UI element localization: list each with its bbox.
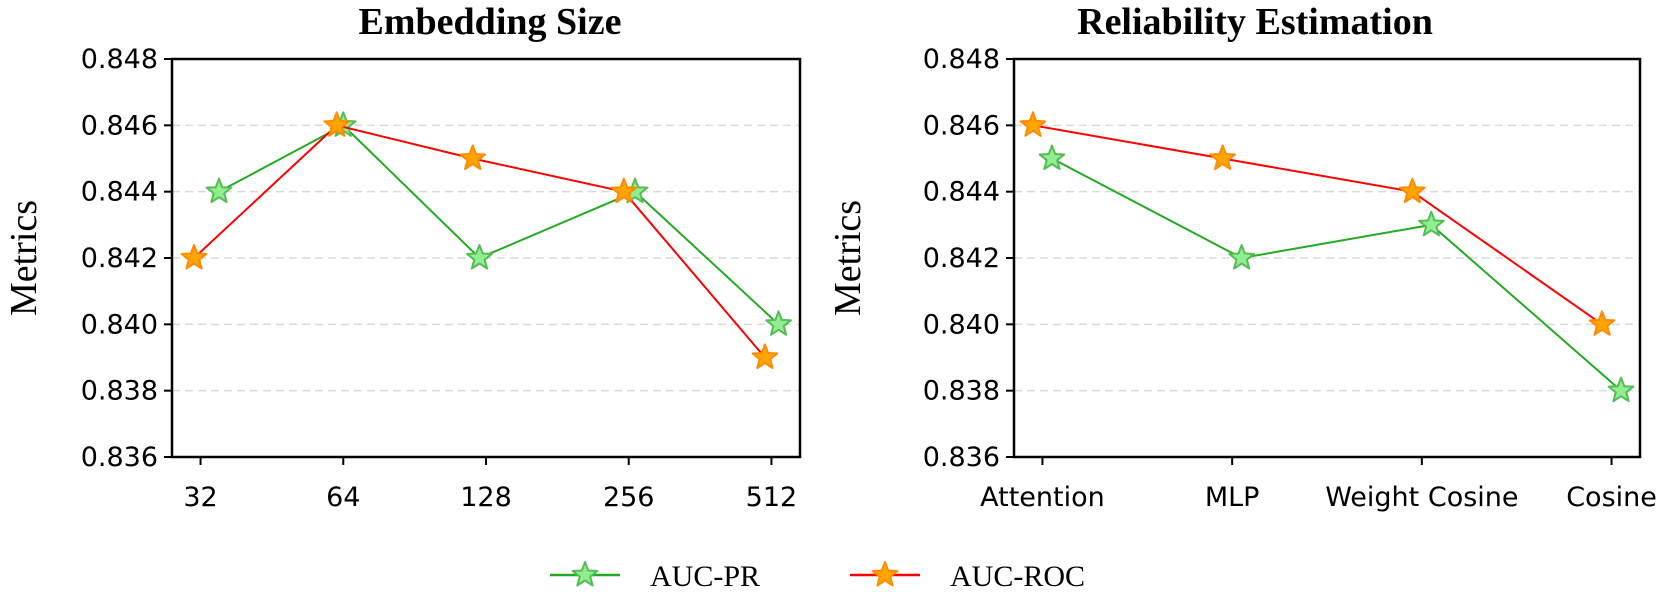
data-point-auc-pr-3 — [1607, 376, 1635, 403]
chart-embedding-size: Embedding Size Metrics 0.8360.8380.8400.… — [3, 1, 802, 513]
y-axis-label-right: Metrics — [827, 200, 869, 316]
legend-label-auc-pr: AUC-PR — [650, 560, 760, 592]
y-tick-label: 0.838 — [81, 376, 158, 407]
data-point-auc-pr-4 — [765, 310, 792, 336]
data-point-auc-roc-0 — [180, 244, 208, 270]
data-point-auc-pr-2 — [1417, 210, 1445, 237]
x-ticks-left: 32 64 128 256 512 — [183, 457, 797, 513]
legend: AUC-PR AUC-ROC — [550, 560, 1085, 592]
series-line-auc-pr — [1051, 157, 1622, 392]
y-tick-label: 0.838 — [923, 376, 1000, 407]
data-point-auc-roc-2 — [459, 144, 487, 171]
data-point-auc-roc-3 — [610, 177, 638, 204]
data-point-auc-roc-1 — [1209, 144, 1237, 171]
x-tick-label: 256 — [603, 482, 655, 513]
data-point-auc-pr-0 — [1038, 144, 1066, 171]
y-ticks-right: 0.836 0.838 0.840 0.842 0.844 0.846 0.848 — [923, 44, 1014, 473]
series-line-auc-roc — [1032, 124, 1603, 326]
data-point-auc-pr-1 — [1228, 244, 1255, 270]
x-tick-label: Weight Cosine — [1325, 482, 1518, 513]
y-tick-label: 0.844 — [81, 177, 158, 208]
y-tick-label: 0.840 — [81, 309, 158, 340]
y-axis-label-left: Metrics — [3, 200, 45, 316]
legend-star-auc-pr-icon — [571, 561, 599, 587]
plot-frame-left — [170, 57, 802, 459]
y-tick-label: 0.842 — [81, 243, 158, 274]
gridlines-right — [1014, 124, 1640, 392]
data-point-auc-roc-4 — [751, 343, 779, 370]
x-tick-label: MLP — [1205, 482, 1260, 513]
data-point-auc-roc-3 — [1588, 310, 1616, 336]
x-tick-label: 128 — [460, 482, 512, 513]
data-point-auc-roc-0 — [1019, 111, 1047, 137]
y-tick-label: 0.842 — [923, 243, 1000, 274]
x-tick-label: 64 — [326, 482, 360, 513]
y-tick-label: 0.836 — [923, 442, 1000, 473]
chart-title-embedding-size: Embedding Size — [359, 1, 622, 43]
x-ticks-right: Attention MLP Weight Cosine Cosine — [980, 457, 1657, 513]
data-point-auc-roc-2 — [1399, 177, 1426, 204]
legend-label-auc-roc: AUC-ROC — [950, 560, 1085, 592]
x-tick-label: 32 — [183, 482, 217, 513]
data-point-auc-pr-2 — [466, 244, 493, 270]
data-point-auc-roc-1 — [323, 111, 351, 137]
series-line-auc-pr — [218, 124, 780, 326]
y-ticks-left: 0.836 0.838 0.840 0.842 0.844 0.846 0.848 — [81, 44, 172, 473]
legend-entry-auc-pr: AUC-PR — [550, 560, 760, 592]
y-tick-label: 0.844 — [923, 177, 1000, 208]
x-tick-label: 512 — [746, 482, 798, 513]
legend-star-auc-roc-icon — [871, 561, 899, 587]
y-tick-label: 0.848 — [81, 44, 158, 75]
x-tick-label: Attention — [980, 482, 1105, 513]
chart-reliability-estimation: Reliability Estimation Metrics 0.8360.83… — [827, 1, 1657, 513]
legend-entry-auc-roc: AUC-ROC — [850, 560, 1085, 592]
chart-title-reliability-estimation: Reliability Estimation — [1077, 1, 1433, 43]
data-point-auc-pr-0 — [205, 177, 233, 204]
y-tick-label: 0.840 — [923, 309, 1000, 340]
y-tick-label: 0.846 — [81, 110, 158, 141]
x-tick-label: Cosine — [1566, 482, 1657, 513]
y-tick-label: 0.836 — [81, 442, 158, 473]
y-tick-label: 0.846 — [923, 110, 1000, 141]
series-left — [180, 111, 792, 370]
plot-frame-right — [1012, 57, 1642, 459]
y-tick-label: 0.848 — [923, 44, 1000, 75]
series-right — [1019, 111, 1635, 403]
